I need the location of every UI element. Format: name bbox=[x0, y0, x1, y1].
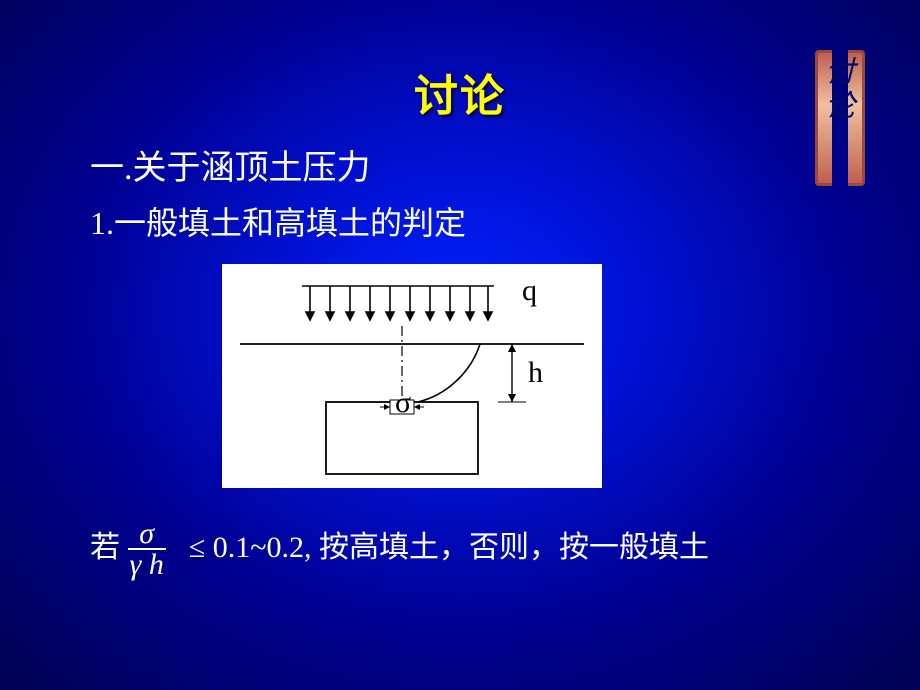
pressure-diagram-svg: q σ h bbox=[222, 264, 602, 488]
label-q: q bbox=[522, 274, 537, 307]
label-h: h bbox=[528, 356, 543, 389]
fraction-denominator: γ h bbox=[128, 550, 166, 580]
heading-2: 1.一般填土和高填土的判定 bbox=[90, 198, 466, 244]
fraction-numerator: σ bbox=[128, 520, 166, 550]
label-sigma: σ bbox=[395, 386, 411, 419]
ornament-char-1: 讨 bbox=[825, 56, 855, 89]
conclusion-prefix: 若 bbox=[90, 531, 128, 564]
conclusion-rest: 按高填土，否则，按一般填土 bbox=[319, 531, 709, 564]
operator-le: ≤ bbox=[189, 531, 205, 564]
range-text: 0.1~0.2, bbox=[213, 531, 312, 564]
slide-title: 讨论 bbox=[0, 60, 920, 124]
ornament-text: 讨 论 bbox=[815, 56, 865, 124]
heading-1: 一.关于涵顶土压力 bbox=[90, 140, 371, 189]
fraction-sigma-over-gamma-h: σ γ h bbox=[128, 520, 166, 580]
ornament-scroll: 讨 论 bbox=[815, 50, 865, 180]
pressure-diagram: q σ h bbox=[222, 264, 602, 488]
ornament-char-2: 论 bbox=[825, 90, 855, 123]
conclusion-line: 若 σ γ h ≤ 0.1~0.2, 按高填土，否则，按一般填土 bbox=[90, 520, 709, 580]
